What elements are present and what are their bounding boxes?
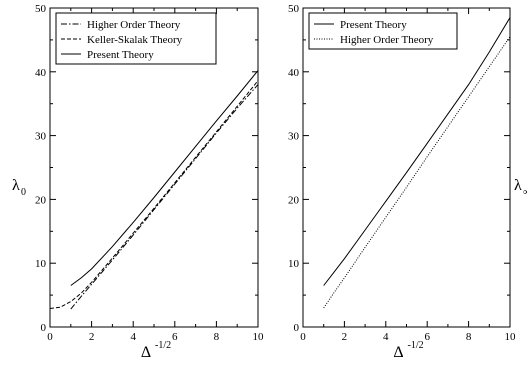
x-tick-label: 10: [505, 331, 517, 343]
x-tick-label: 8: [214, 331, 220, 343]
y-axis-label: λ: [514, 177, 522, 194]
x-tick-label: 4: [130, 331, 136, 343]
series-line: [323, 17, 511, 286]
x-axis-label: Δ: [141, 344, 151, 361]
series-line: [70, 70, 259, 286]
series-line: [323, 36, 511, 309]
x-tick-label: 6: [424, 331, 430, 343]
y-tick-label: 10: [35, 258, 47, 270]
y-tick-label: 20: [35, 194, 47, 206]
y-tick-label: 50: [288, 3, 300, 15]
y-axis-label-subscript: ∞: [523, 187, 527, 198]
x-axis-label: Δ: [393, 344, 403, 361]
right-chart-panel: 0 2 4 6 8 10 0 10 20 30 40 50 Δ -1/2 λ ∞ Present Theory H…: [288, 3, 527, 361]
x-tick-label: 0: [47, 331, 53, 343]
x-axis-label-superscript: -1/2: [408, 340, 424, 351]
legend-label: Present Theory: [87, 49, 154, 61]
legend-label: Higher Order Theory: [87, 19, 181, 31]
x-tick-label: 8: [466, 331, 472, 343]
legend-box: [308, 12, 458, 50]
y-tick-label: 0: [294, 322, 300, 334]
x-tick-label: 2: [89, 331, 95, 343]
y-tick-label: 50: [35, 3, 47, 15]
series-line: [70, 84, 259, 310]
legend-label: Keller-Skalak Theory: [87, 34, 183, 46]
y-tick-label: 30: [35, 131, 47, 143]
plot-frame: [302, 7, 511, 328]
x-tick-label: 0: [300, 331, 306, 343]
x-tick-label: 10: [253, 331, 265, 343]
legend-label: Present Theory: [340, 19, 407, 31]
y-tick-label: 10: [288, 258, 300, 270]
x-axis-label-superscript: -1/2: [155, 340, 171, 351]
legend-box: [55, 12, 217, 65]
x-tick-label: 6: [172, 331, 178, 343]
y-tick-label: 20: [288, 194, 300, 206]
y-axis-label: λ: [12, 177, 20, 194]
y-tick-label: 40: [35, 67, 47, 79]
y-tick-label: 30: [288, 131, 300, 143]
legend-label: Higher Order Theory: [340, 34, 434, 46]
x-tick-label: 2: [342, 331, 348, 343]
x-tick-label: 4: [383, 331, 389, 343]
y-axis-label-subscript: 0: [21, 187, 26, 198]
y-tick-label: 40: [288, 67, 300, 79]
series-line: [49, 80, 259, 309]
y-tick-label: 0: [41, 322, 47, 334]
